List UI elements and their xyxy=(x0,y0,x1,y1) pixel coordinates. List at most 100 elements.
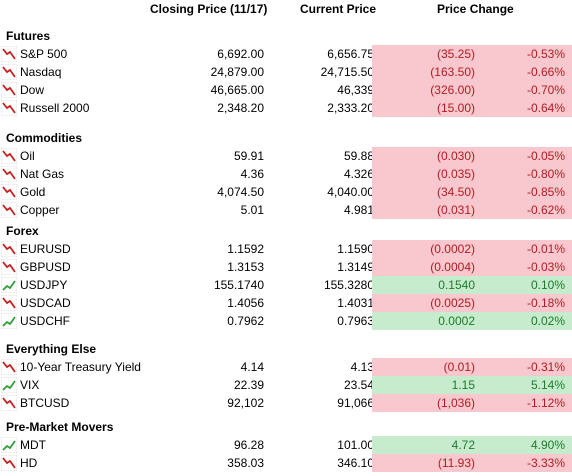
table-row[interactable]: S&P 500 6,692.00 6,656.75 (35.25) -0.53% xyxy=(0,45,572,63)
ticker-name: BTCUSD xyxy=(20,396,70,410)
price-change-gain-cell: 4.72 4.90% xyxy=(372,436,572,454)
trend-down-icon xyxy=(0,165,18,183)
price-change-value: (1,036) xyxy=(436,396,475,410)
closing-price: 22.39 xyxy=(233,378,264,392)
price-change-value: (163.50) xyxy=(430,65,475,79)
price-change-value: 0.1540 xyxy=(438,278,475,292)
price-change-loss-cell: (11.93) -3.33% xyxy=(372,454,572,472)
table-row[interactable]: VIX 22.39 23.54 1.15 5.14% xyxy=(0,376,572,394)
ticker-name: VIX xyxy=(20,378,40,392)
price-change-loss-cell: (0.0002) -0.01% xyxy=(372,240,572,258)
ticker-name: USDCAD xyxy=(20,296,71,310)
price-change-value: (0.0004) xyxy=(430,260,475,274)
price-change-gain-cell: 1.15 5.14% xyxy=(372,376,572,394)
price-change-gain-cell: 0.1540 0.10% xyxy=(372,276,572,294)
table-row[interactable]: Russell 2000 2,348.20 2,333.20 (15.00) -0.64… xyxy=(0,99,572,117)
ticker-name: USDJPY xyxy=(20,278,68,292)
price-change-value: (0.031) xyxy=(436,203,475,217)
table-row[interactable]: Oil 59.91 59.88 (0.030) -0.05% xyxy=(0,147,572,165)
trend-down-icon xyxy=(0,147,18,165)
section-title: Forex xyxy=(6,224,39,238)
price-change-percent: -0.53% xyxy=(526,47,565,61)
section-everything-else: Everything Else 10-Year Treasury Yield 4.1… xyxy=(0,340,572,412)
current-price: 4,040.00 xyxy=(327,185,374,199)
price-change-percent: -0.64% xyxy=(526,101,565,115)
price-change-percent: 4.90% xyxy=(530,438,565,452)
table-row[interactable]: Nasdaq 24,879.00 24,715.50 (163.50) -0.66% xyxy=(0,63,572,81)
closing-price: 0.7962 xyxy=(227,314,264,328)
table-row[interactable]: GBPUSD 1.3153 1.3149 (0.0004) -0.03% xyxy=(0,258,572,276)
price-change-value: 1.15 xyxy=(451,378,475,392)
trend-up-icon xyxy=(0,312,18,330)
closing-price: 1.4056 xyxy=(227,296,264,310)
closing-price: 1.1592 xyxy=(227,242,264,256)
trend-down-icon xyxy=(0,201,18,219)
table-row[interactable]: Dow 46,665.00 46,339 (326.00) -0.70% xyxy=(0,81,572,99)
trend-down-icon xyxy=(0,45,18,63)
price-change-loss-cell: (0.035) -0.80% xyxy=(372,165,572,183)
table-row[interactable]: Gold 4,074.50 4,040.00 (34.50) -0.85% xyxy=(0,183,572,201)
current-price: 59.88 xyxy=(343,149,374,163)
table-row[interactable]: USDJPY 155.1740 155.3280 0.1540 0.10% xyxy=(0,276,572,294)
ticker-name: 10-Year Treasury Yield xyxy=(20,360,141,374)
price-change-percent: -0.70% xyxy=(526,83,565,97)
price-change-percent: -3.33% xyxy=(526,456,565,470)
price-change-loss-cell: (34.50) -0.85% xyxy=(372,183,572,201)
price-change-value: (34.50) xyxy=(436,185,475,199)
table-row[interactable]: MDT 96.28 101.00 4.72 4.90% xyxy=(0,436,572,454)
closing-price: 4.14 xyxy=(240,360,264,374)
price-change-value: (0.01) xyxy=(443,360,475,374)
closing-price: 46,665.00 xyxy=(210,83,264,97)
closing-price: 2,348.20 xyxy=(217,101,264,115)
current-price: 1.4031 xyxy=(337,296,374,310)
trend-down-icon xyxy=(0,99,18,117)
trend-down-icon xyxy=(0,454,18,472)
table-row[interactable]: EURUSD 1.1592 1.1590 (0.0002) -0.01% xyxy=(0,240,572,258)
table-row[interactable]: Copper 5.01 4.981 (0.031) -0.62% xyxy=(0,201,572,219)
closing-price: 59.91 xyxy=(233,149,264,163)
current-price: 1.1590 xyxy=(337,242,374,256)
section-commodities: Commodities Oil 59.91 59.88 (0.030) -0.05% Nat… xyxy=(0,129,572,219)
price-change-percent: -0.66% xyxy=(526,65,565,79)
price-change-loss-cell: (0.0004) -0.03% xyxy=(372,258,572,276)
table-row[interactable]: USDCHF 0.7962 0.7963 0.0002 0.02% xyxy=(0,312,572,330)
current-price: 4.981 xyxy=(343,203,374,217)
table-row[interactable]: 10-Year Treasury Yield 4.14 4.13 (0.01) -0.3… xyxy=(0,358,572,376)
table-row[interactable]: HD 358.03 346.10 (11.93) -3.33% xyxy=(0,454,572,472)
current-price: 155.3280 xyxy=(323,278,374,292)
closing-price: 155.1740 xyxy=(213,278,264,292)
price-change-loss-cell: (15.00) -0.64% xyxy=(372,99,572,117)
trend-up-icon xyxy=(0,436,18,454)
trend-down-icon xyxy=(0,63,18,81)
table-row[interactable]: USDCAD 1.4056 1.4031 (0.0025) -0.18% xyxy=(0,294,572,312)
closing-price: 92,102 xyxy=(227,396,264,410)
ticker-name: USDCHF xyxy=(20,314,70,328)
closing-price: 1.3153 xyxy=(227,260,264,274)
trend-down-icon xyxy=(0,258,18,276)
closing-price: 4.36 xyxy=(240,167,264,181)
section-title: Pre-Market Movers xyxy=(6,420,114,434)
price-change-percent: 0.10% xyxy=(530,278,565,292)
table-row[interactable]: BTCUSD 92,102 91,066 (1,036) -1.12% xyxy=(0,394,572,412)
ticker-name: MDT xyxy=(20,438,46,452)
trend-down-icon xyxy=(0,294,18,312)
current-price: 1.3149 xyxy=(337,260,374,274)
trend-down-icon xyxy=(0,240,18,258)
trend-down-icon xyxy=(0,81,18,99)
price-change-value: 0.0002 xyxy=(438,314,475,328)
current-price: 4.326 xyxy=(343,167,374,181)
section-title: Commodities xyxy=(6,131,83,145)
ticker-name: EURUSD xyxy=(20,242,71,256)
table-row[interactable]: Nat Gas 4.36 4.326 (0.035) -0.80% xyxy=(0,165,572,183)
price-change-loss-cell: (163.50) -0.66% xyxy=(372,63,572,81)
price-change-value: (0.0002) xyxy=(430,242,475,256)
current-price: 101.00 xyxy=(337,438,374,452)
price-change-value: (326.00) xyxy=(430,83,475,97)
price-change-loss-cell: (0.0025) -0.18% xyxy=(372,294,572,312)
ticker-name: Nat Gas xyxy=(20,167,65,181)
price-change-percent: -0.85% xyxy=(526,185,565,199)
section-title: Everything Else xyxy=(6,342,97,356)
price-change-percent: 5.14% xyxy=(530,378,565,392)
ticker-name: S&P 500 xyxy=(20,47,68,61)
trend-up-icon xyxy=(0,376,18,394)
